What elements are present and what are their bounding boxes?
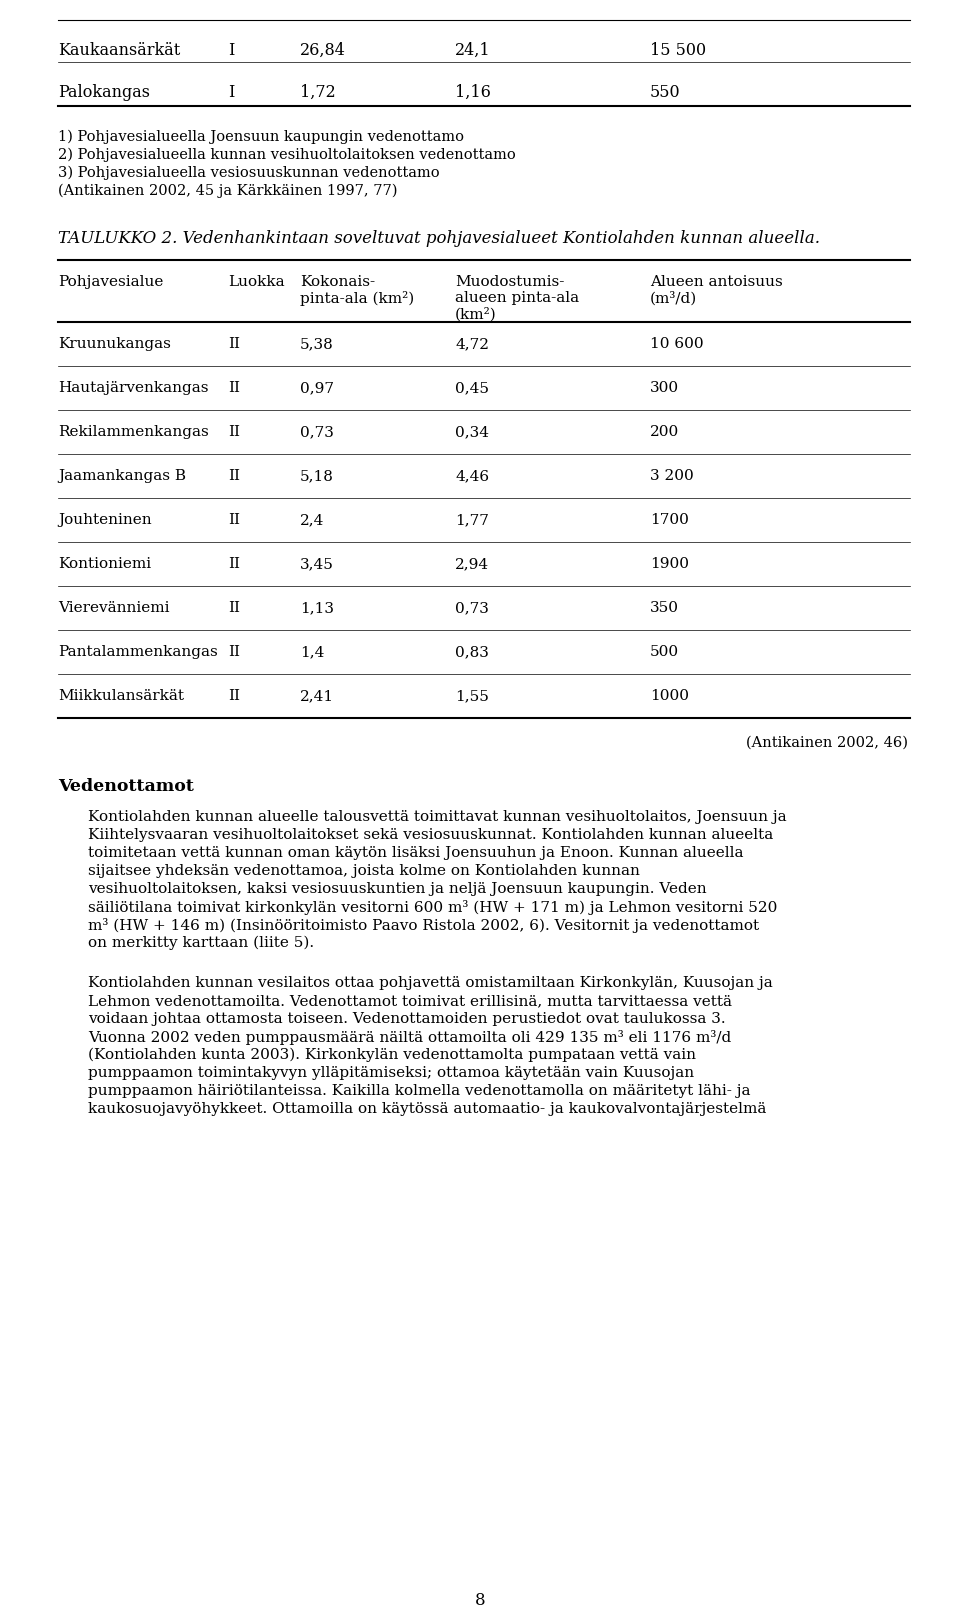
Text: 1900: 1900 <box>650 557 689 571</box>
Text: pumppaamon häiriötilanteissa. Kaikilla kolmella vedenottamolla on määritetyt läh: pumppaamon häiriötilanteissa. Kaikilla k… <box>88 1085 751 1098</box>
Text: Alueen antoisuus: Alueen antoisuus <box>650 274 782 289</box>
Text: alueen pinta-ala: alueen pinta-ala <box>455 291 579 305</box>
Text: 1,4: 1,4 <box>300 646 324 659</box>
Text: Vierevänniemi: Vierevänniemi <box>58 600 170 615</box>
Text: 1000: 1000 <box>650 689 689 704</box>
Text: Pohjavesialue: Pohjavesialue <box>58 274 163 289</box>
Text: 0,73: 0,73 <box>300 424 334 439</box>
Text: II: II <box>228 424 240 439</box>
Text: on merkitty karttaan (liite 5).: on merkitty karttaan (liite 5). <box>88 936 314 951</box>
Text: 550: 550 <box>650 84 681 102</box>
Text: 2) Pohjavesialueella kunnan vesihuoltolaitoksen vedenottamo: 2) Pohjavesialueella kunnan vesihuoltola… <box>58 148 516 163</box>
Text: sijaitsee yhdeksän vedenottamoa, joista kolme on Kontiolahden kunnan: sijaitsee yhdeksän vedenottamoa, joista … <box>88 863 640 878</box>
Text: 15 500: 15 500 <box>650 42 707 60</box>
Text: 1,13: 1,13 <box>300 600 334 615</box>
Text: 3) Pohjavesialueella vesiosuuskunnan vedenottamo: 3) Pohjavesialueella vesiosuuskunnan ved… <box>58 166 440 181</box>
Text: Kiihtelysvaaran vesihuoltolaitokset sekä vesiosuuskunnat. Kontiolahden kunnan al: Kiihtelysvaaran vesihuoltolaitokset sekä… <box>88 828 773 843</box>
Text: 3,45: 3,45 <box>300 557 334 571</box>
Text: Kontiolahden kunnan vesilaitos ottaa pohjavettä omistamiltaan Kirkonkylän, Kuuso: Kontiolahden kunnan vesilaitos ottaa poh… <box>88 976 773 989</box>
Text: II: II <box>228 689 240 704</box>
Text: 350: 350 <box>650 600 679 615</box>
Text: 5,18: 5,18 <box>300 470 334 483</box>
Text: 1,72: 1,72 <box>300 84 336 102</box>
Text: 0,45: 0,45 <box>455 381 489 395</box>
Text: 500: 500 <box>650 646 679 659</box>
Text: 1,16: 1,16 <box>455 84 491 102</box>
Text: (Antikainen 2002, 46): (Antikainen 2002, 46) <box>746 736 908 751</box>
Text: pumppaamon toimintakyvyn ylläpitämiseksi; ottamoa käytetään vain Kuusojan: pumppaamon toimintakyvyn ylläpitämiseksi… <box>88 1065 694 1080</box>
Text: 4,46: 4,46 <box>455 470 490 483</box>
Text: Kruunukangas: Kruunukangas <box>58 337 171 350</box>
Text: 0,83: 0,83 <box>455 646 489 659</box>
Text: 2,94: 2,94 <box>455 557 490 571</box>
Text: Vuonna 2002 veden pumppausmäärä näiltä ottamoilta oli 429 135 m³ eli 1176 m³/d: Vuonna 2002 veden pumppausmäärä näiltä o… <box>88 1030 732 1044</box>
Text: Pantalammenkangas: Pantalammenkangas <box>58 646 218 659</box>
Text: 2,4: 2,4 <box>300 513 324 528</box>
Text: pinta-ala (km²): pinta-ala (km²) <box>300 291 415 307</box>
Text: II: II <box>228 646 240 659</box>
Text: 1700: 1700 <box>650 513 689 528</box>
Text: 1,77: 1,77 <box>455 513 489 528</box>
Text: Rekilammenkangas: Rekilammenkangas <box>58 424 208 439</box>
Text: 200: 200 <box>650 424 680 439</box>
Text: Muodostumis-: Muodostumis- <box>455 274 564 289</box>
Text: 26,84: 26,84 <box>300 42 346 60</box>
Text: II: II <box>228 513 240 528</box>
Text: Kokonais-: Kokonais- <box>300 274 375 289</box>
Text: II: II <box>228 557 240 571</box>
Text: kaukosuojavyöhykkeet. Ottamoilla on käytössä automaatio- ja kaukovalvontajärjest: kaukosuojavyöhykkeet. Ottamoilla on käyt… <box>88 1102 766 1115</box>
Text: II: II <box>228 337 240 350</box>
Text: voidaan johtaa ottamosta toiseen. Vedenottamoiden perustiedot ovat taulukossa 3.: voidaan johtaa ottamosta toiseen. Vedeno… <box>88 1012 726 1027</box>
Text: Miikkulansärkät: Miikkulansärkät <box>58 689 184 704</box>
Text: Jaamankangas B: Jaamankangas B <box>58 470 186 483</box>
Text: 0,73: 0,73 <box>455 600 489 615</box>
Text: Kaukaansärkät: Kaukaansärkät <box>58 42 180 60</box>
Text: 1) Pohjavesialueella Joensuun kaupungin vedenottamo: 1) Pohjavesialueella Joensuun kaupungin … <box>58 131 464 144</box>
Text: 300: 300 <box>650 381 679 395</box>
Text: (Antikainen 2002, 45 ja Kärkkäinen 1997, 77): (Antikainen 2002, 45 ja Kärkkäinen 1997,… <box>58 184 397 199</box>
Text: 10 600: 10 600 <box>650 337 704 350</box>
Text: 5,38: 5,38 <box>300 337 334 350</box>
Text: 8: 8 <box>474 1591 486 1609</box>
Text: toimitetaan vettä kunnan oman käytön lisäksi Joensuuhun ja Enoon. Kunnan alueell: toimitetaan vettä kunnan oman käytön lis… <box>88 846 743 860</box>
Text: 3 200: 3 200 <box>650 470 694 483</box>
Text: vesihuoltolaitoksen, kaksi vesiosuuskuntien ja neljä Joensuun kaupungin. Veden: vesihuoltolaitoksen, kaksi vesiosuuskunt… <box>88 881 707 896</box>
Text: Vedenottamot: Vedenottamot <box>58 778 194 796</box>
Text: 0,97: 0,97 <box>300 381 334 395</box>
Text: Palokangas: Palokangas <box>58 84 150 102</box>
Text: Jouhteninen: Jouhteninen <box>58 513 152 528</box>
Text: I: I <box>228 84 234 102</box>
Text: (m³/d): (m³/d) <box>650 291 697 305</box>
Text: Hautajärvenkangas: Hautajärvenkangas <box>58 381 208 395</box>
Text: Lehmon vedenottamoilta. Vedenottamot toimivat erillisinä, mutta tarvittaessa vet: Lehmon vedenottamoilta. Vedenottamot toi… <box>88 994 732 1009</box>
Text: (km²): (km²) <box>455 307 496 321</box>
Text: 0,34: 0,34 <box>455 424 489 439</box>
Text: 1,55: 1,55 <box>455 689 489 704</box>
Text: (Kontiolahden kunta 2003). Kirkonkylän vedenottamolta pumpataan vettä vain: (Kontiolahden kunta 2003). Kirkonkylän v… <box>88 1047 696 1062</box>
Text: säiliötilana toimivat kirkonkylän vesitorni 600 m³ (HW + 171 m) ja Lehmon vesito: säiliötilana toimivat kirkonkylän vesito… <box>88 901 778 915</box>
Text: II: II <box>228 470 240 483</box>
Text: TAULUKKO 2. Vedenhankintaan soveltuvat pohjavesialueet Kontiolahden kunnan aluee: TAULUKKO 2. Vedenhankintaan soveltuvat p… <box>58 231 820 247</box>
Text: II: II <box>228 381 240 395</box>
Text: m³ (HW + 146 m) (Insinööritoimisto Paavo Ristola 2002, 6). Vesitornit ja vedenot: m³ (HW + 146 m) (Insinööritoimisto Paavo… <box>88 918 759 933</box>
Text: Kontiolahden kunnan alueelle talousvettä toimittavat kunnan vesihuoltolaitos, Jo: Kontiolahden kunnan alueelle talousvettä… <box>88 810 786 825</box>
Text: 4,72: 4,72 <box>455 337 489 350</box>
Text: Luokka: Luokka <box>228 274 284 289</box>
Text: I: I <box>228 42 234 60</box>
Text: II: II <box>228 600 240 615</box>
Text: 2,41: 2,41 <box>300 689 334 704</box>
Text: Kontioniemi: Kontioniemi <box>58 557 151 571</box>
Text: 24,1: 24,1 <box>455 42 491 60</box>
